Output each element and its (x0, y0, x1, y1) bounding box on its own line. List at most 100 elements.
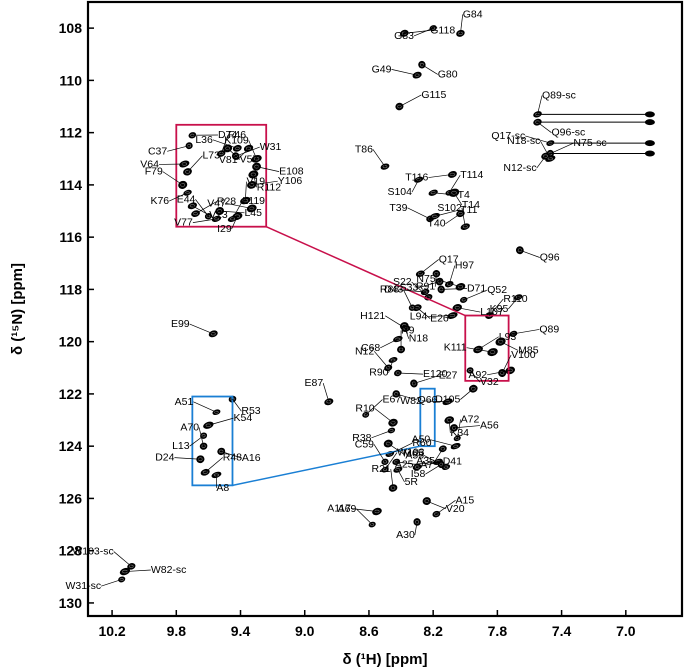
peak-label-leader (397, 469, 405, 483)
peak-label-leader (251, 180, 278, 186)
x-tick-label: 7.4 (552, 623, 572, 639)
peak-contour-ring (414, 73, 420, 77)
peak-label-leader (413, 461, 439, 465)
peak-label-leader (453, 192, 463, 206)
peak-label-leader (540, 140, 551, 159)
peak-label: Q96-sc (551, 127, 585, 139)
peak-label: E120 (423, 368, 448, 380)
peak-contour-ring (246, 146, 252, 150)
peak-contour-ring (410, 306, 415, 310)
peak-label: A25 (395, 458, 414, 470)
peak-label-leader (433, 192, 458, 196)
peak-label: V47 (207, 197, 226, 209)
peak-label-leader (477, 336, 499, 350)
peak-label: W103 (397, 446, 425, 458)
axis-ticks: 10.2 9.8 9.4 9.0 8.6 8.2 7.8 7.4 7.0 108 110 112 114… (59, 20, 636, 639)
peak-label: T114 (460, 169, 483, 181)
peak-label: A16 (242, 452, 261, 464)
peak-label-leader (508, 297, 519, 310)
sidechain-partner-peak (644, 140, 655, 147)
peak-label: K34 (450, 427, 469, 439)
peak-label-leader (460, 14, 464, 34)
peak-label: V81 (219, 154, 238, 166)
y-axis-title: δ (¹⁵N) [ppm] (9, 263, 26, 355)
peak-label: N18-sc (507, 135, 540, 147)
peak-contour-ring (453, 444, 459, 448)
peak-label: R48 (223, 452, 242, 464)
peak-label: R88 (380, 284, 399, 296)
peak-label: V19 (246, 176, 265, 188)
peak-label-leader (427, 315, 453, 318)
peak-label: R112 (257, 181, 281, 193)
peak-label-leader (434, 448, 444, 462)
peak-label-leader (407, 207, 431, 220)
peak-label: E108 (279, 166, 304, 178)
y-tick-label: 108 (59, 20, 83, 36)
peak-label: E87 (304, 377, 323, 389)
peak-label-leader (322, 383, 330, 402)
peak-label-leader (169, 192, 188, 202)
peak-label-leader (537, 95, 543, 115)
peak-contour-ring (119, 577, 124, 581)
peak-label: H121 (360, 310, 385, 322)
peak-labels: G118 G83 G84 G80 G49 G115 S104 T86 T4 T116 T114 T14… (65, 8, 606, 592)
peak-label: N75 (416, 273, 435, 285)
peak-contour-ring (210, 332, 216, 336)
peak-label-leader (204, 457, 223, 473)
peak-label-leader (411, 281, 429, 298)
peak-label-leader (448, 420, 451, 434)
peak-contour-ring (440, 447, 445, 451)
peak-label-leader (430, 439, 456, 447)
peak-label: E26 (430, 313, 449, 325)
peak-contour-ring (193, 212, 198, 216)
peak-label-leader (550, 142, 574, 154)
peak-contour-ring (395, 468, 401, 472)
peak-label-leader (350, 508, 378, 512)
peak-label-leader (237, 148, 249, 161)
peak-label: W103-sc (72, 546, 113, 558)
peak-contour-ring (326, 400, 332, 404)
peak-label-leader (436, 500, 456, 515)
peak-contour-ring (517, 248, 522, 253)
peak-label-leader (396, 393, 418, 401)
peak-label-leader (227, 148, 240, 160)
peak-label: A50 (412, 434, 431, 446)
peak-contour-ring (234, 146, 240, 150)
peak-contour-ring (411, 381, 416, 386)
peak-label: E99 (171, 318, 190, 330)
peak-label-leader (374, 408, 394, 423)
peak-label: K111 (444, 342, 467, 354)
peak-label: E27 (439, 370, 458, 382)
peak-contour (387, 427, 396, 434)
peak-label-leader (371, 430, 392, 439)
peak-contour-ring (468, 368, 472, 372)
peak-contour-ring (185, 170, 190, 174)
peak-label: I29 (217, 223, 232, 235)
peak-label: F79 (145, 166, 163, 178)
peak-label-leader (384, 452, 398, 470)
peak-label-leader (365, 399, 383, 416)
peak-label: T116 (405, 172, 428, 184)
peak-label: W31 (260, 141, 282, 153)
x-tick-label: 8.2 (423, 623, 443, 639)
peak-contour-ring (254, 164, 259, 169)
peak-contour-ring (189, 204, 195, 208)
peak-label-leader (231, 216, 238, 230)
peak-label: K95 (490, 303, 509, 315)
peak-label-leader (195, 199, 209, 217)
peak-label-leader (500, 341, 519, 351)
peak-label-leader (248, 140, 257, 159)
peak-contour-ring (451, 190, 457, 195)
peak-contour (418, 60, 426, 69)
peak-label-leader (244, 181, 247, 201)
peak-label-leader (466, 347, 493, 353)
peak-contour-ring (416, 178, 422, 182)
peak-contour (429, 212, 440, 220)
peak-contour-ring (432, 214, 438, 218)
x-tick-label: 10.2 (98, 623, 125, 639)
peak-label: C68 (361, 342, 380, 354)
peak-label-leader (423, 455, 447, 468)
sidechain-connector-lines (537, 111, 655, 157)
peak-label: V32 (480, 376, 499, 388)
